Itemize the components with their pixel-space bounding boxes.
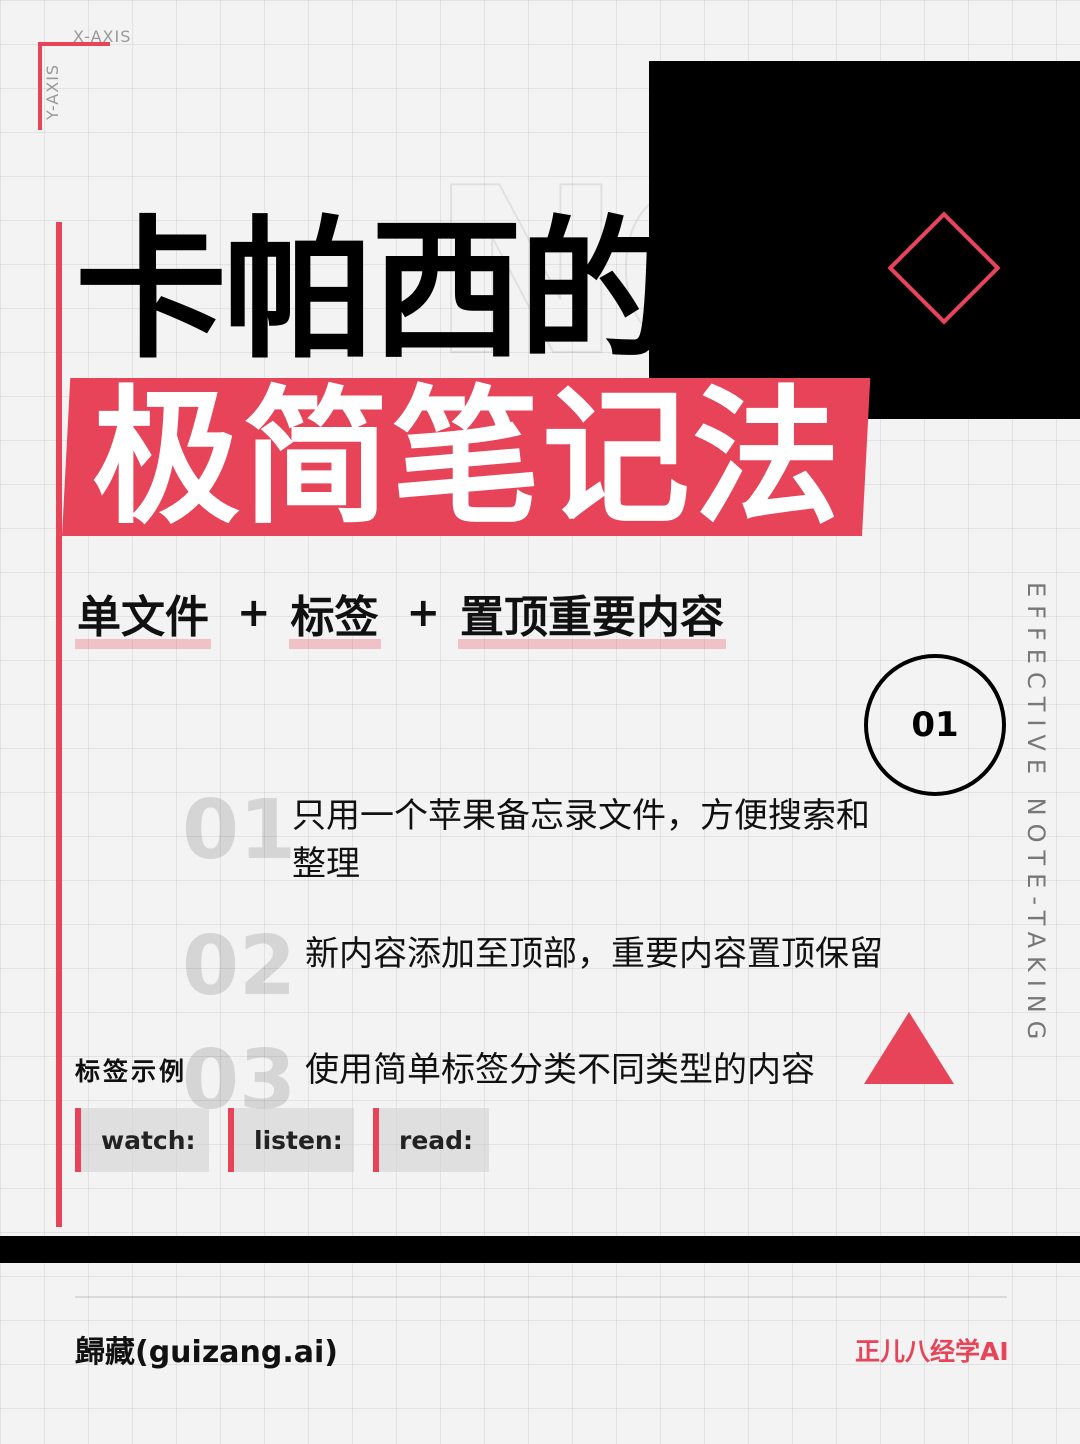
point-text: 新内容添加至顶部，重要内容置顶保留 xyxy=(305,934,883,974)
tag-listen: listen: xyxy=(228,1108,354,1172)
x-axis-label: X-AXIS xyxy=(73,27,132,46)
bottom-black-bar xyxy=(0,1236,1080,1263)
triangle-shape xyxy=(864,1012,954,1084)
point-number: 02 xyxy=(182,919,297,1014)
side-vertical-text: EFFECTIVE NOTE-TAKING xyxy=(1022,582,1050,1048)
corner-axis-horizontal xyxy=(38,42,110,46)
tag-read: read: xyxy=(373,1108,489,1172)
point-text: 使用简单标签分类不同类型的内容 xyxy=(305,1050,815,1090)
channel-name: 正儿八经学AI xyxy=(855,1337,1009,1366)
title-line-2: 极简笔记法 xyxy=(92,372,842,544)
title-line-1: 卡帕西的 xyxy=(75,202,671,379)
point-text: 只用一个苹果备忘录文件，方便搜索和整理 xyxy=(292,796,870,884)
subtitle-term-3: 置顶重要内容 xyxy=(458,581,727,649)
subtitle-term-1: 单文件 xyxy=(75,581,211,649)
author-credit: 歸藏(guizang.ai) xyxy=(75,1335,338,1370)
black-block xyxy=(649,61,1080,419)
plus-icon: + xyxy=(237,590,271,636)
corner-axis-vertical xyxy=(38,42,42,130)
plus-icon: + xyxy=(406,590,441,636)
y-axis-label: Y-AXIS xyxy=(43,63,62,120)
footer-divider xyxy=(75,1296,1007,1298)
tag-example-heading: 标签示例 xyxy=(75,1057,188,1086)
tag-list: watch: listen: read: xyxy=(75,1108,508,1172)
tag-watch: watch: xyxy=(75,1108,209,1172)
subtitle: 单文件 + 标签 + 置顶重要内容 xyxy=(75,581,727,649)
number-badge: 01 xyxy=(864,654,1006,796)
left-accent-rule xyxy=(56,222,62,1227)
point-number: 01 xyxy=(182,783,297,878)
subtitle-term-2: 标签 xyxy=(288,581,381,649)
point-number: 03 xyxy=(182,1033,297,1128)
